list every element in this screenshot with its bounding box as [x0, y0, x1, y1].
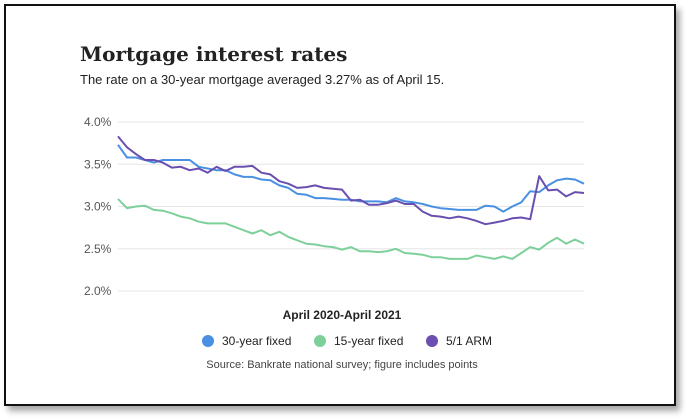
- legend-swatch: [426, 335, 438, 347]
- legend-label: 5/1 ARM: [446, 334, 492, 348]
- chart-frame: [4, 4, 676, 406]
- series-lines: [117, 135, 585, 260]
- source-note: Source: Bankrate national survey; figure…: [206, 359, 478, 371]
- y-tick-label: 4.0%: [84, 115, 112, 129]
- legend-label: 15-year fixed: [334, 334, 403, 348]
- y-tick-label: 3.0%: [84, 200, 112, 214]
- y-tick-label: 3.5%: [84, 157, 112, 171]
- legend: 30-year fixed 15-year fixed 5/1 ARM: [202, 334, 492, 348]
- legend-label: 30-year fixed: [222, 334, 291, 348]
- y-tick-label: 2.5%: [84, 242, 112, 256]
- legend-item: 5/1 ARM: [426, 334, 492, 348]
- chart-title: Mortgage interest rates: [80, 42, 348, 66]
- series-line-5-1-arm: [117, 135, 585, 226]
- legend-swatch: [202, 335, 214, 347]
- y-axis-tick-labels: 4.0% 3.5% 3.0% 2.5% 2.0%: [84, 115, 112, 298]
- legend-item: 15-year fixed: [314, 334, 403, 348]
- legend-swatch: [314, 335, 326, 347]
- series-line-15-year-fixed: [117, 198, 585, 260]
- x-axis-label: April 2020-April 2021: [283, 308, 402, 322]
- y-tick-label: 2.0%: [84, 284, 112, 298]
- legend-item: 30-year fixed: [202, 334, 291, 348]
- chart-subtitle: The rate on a 30-year mortgage averaged …: [80, 72, 445, 87]
